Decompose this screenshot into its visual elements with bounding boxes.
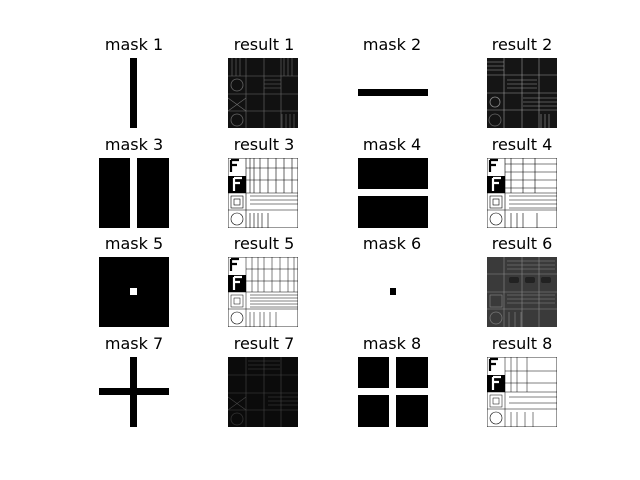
panel-title: result 6 bbox=[491, 234, 553, 253]
panel-title: mask 4 bbox=[362, 135, 422, 154]
panel-title: result 2 bbox=[491, 35, 553, 54]
result-image bbox=[487, 58, 557, 128]
result-image bbox=[228, 257, 298, 327]
mask-image bbox=[358, 357, 428, 427]
result-image bbox=[228, 58, 298, 128]
panel-title: mask 6 bbox=[362, 234, 422, 253]
panel-title: result 4 bbox=[491, 135, 553, 154]
result-image bbox=[487, 357, 557, 427]
mask-image bbox=[358, 58, 428, 128]
mask-image bbox=[99, 357, 169, 427]
result-image bbox=[228, 158, 298, 228]
panel-title: mask 8 bbox=[362, 334, 422, 353]
panel-title: result 3 bbox=[233, 135, 295, 154]
panel-title: result 7 bbox=[233, 334, 295, 353]
result-image bbox=[487, 158, 557, 228]
mask-image bbox=[358, 257, 428, 327]
panel-title: result 8 bbox=[491, 334, 553, 353]
result-image bbox=[228, 357, 298, 427]
panel-title: mask 1 bbox=[104, 35, 164, 54]
mask-image bbox=[358, 158, 428, 228]
mask-image bbox=[99, 158, 169, 228]
panel-title: result 1 bbox=[233, 35, 295, 54]
result-image bbox=[487, 257, 557, 327]
panel-title: mask 2 bbox=[362, 35, 422, 54]
mask-image bbox=[99, 58, 169, 128]
mask-image bbox=[99, 257, 169, 327]
panel-title: mask 5 bbox=[104, 234, 164, 253]
panel-title: result 5 bbox=[233, 234, 295, 253]
panel-title: mask 7 bbox=[104, 334, 164, 353]
panel-title: mask 3 bbox=[104, 135, 164, 154]
